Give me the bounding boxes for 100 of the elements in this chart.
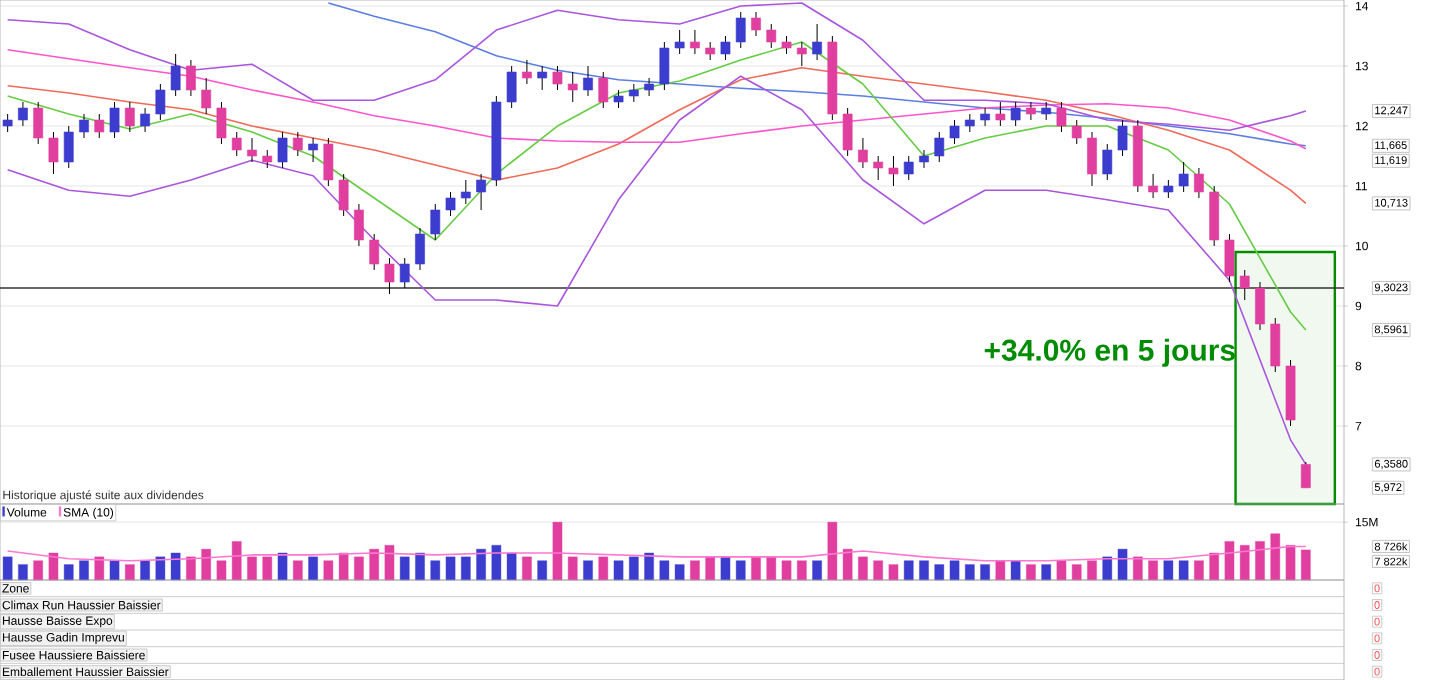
candlestick [766, 23, 777, 49]
candlestick [399, 257, 410, 289]
candlestick [522, 59, 532, 85]
bar [629, 556, 639, 581]
candlestick [1056, 101, 1067, 133]
bar [461, 556, 471, 581]
bar [949, 560, 960, 581]
candlestick [1102, 143, 1113, 181]
bar [873, 560, 883, 581]
bar [1301, 549, 1311, 581]
candlestick [964, 113, 975, 133]
candlestick [277, 131, 288, 169]
bar [720, 556, 731, 581]
candlestick [231, 131, 242, 157]
bar [1148, 560, 1158, 581]
candlestick [369, 233, 380, 271]
candlestick [1041, 101, 1052, 121]
bar [48, 552, 59, 581]
candlestick [186, 59, 196, 97]
candlestick [552, 65, 563, 91]
bar [33, 560, 43, 581]
candlestick [735, 11, 746, 49]
candlestick [1255, 281, 1265, 331]
bar [903, 560, 914, 581]
candlestick [1194, 167, 1204, 199]
candlestick [934, 131, 945, 163]
candlestick [415, 227, 425, 271]
candlestick [1239, 269, 1250, 301]
candlestick [644, 77, 654, 97]
bar [1087, 560, 1097, 581]
bar [293, 560, 303, 581]
candlestick [354, 203, 364, 247]
candlestick [1300, 461, 1311, 489]
bar [430, 560, 441, 581]
bar [690, 560, 700, 581]
candlestick [201, 77, 212, 115]
candlestick [323, 137, 334, 187]
candlestick [659, 41, 670, 91]
candlestick [583, 65, 593, 97]
bar [919, 560, 929, 581]
candlestick [94, 113, 105, 139]
bar [63, 564, 74, 581]
candlestick [567, 71, 578, 103]
candlestick [109, 101, 120, 139]
bar [766, 556, 777, 581]
bar [125, 564, 135, 581]
bar [934, 564, 945, 581]
bar [109, 560, 120, 581]
candlestick [1026, 101, 1036, 121]
bar [445, 556, 456, 581]
candlestick [1087, 131, 1097, 187]
bar [1117, 548, 1128, 581]
bar [995, 560, 1006, 581]
candlestick [873, 155, 884, 181]
bar [201, 548, 211, 581]
candlestick [216, 101, 227, 145]
line-series [6, 75, 1307, 466]
bar [827, 521, 838, 581]
bar [231, 541, 242, 581]
candlestick [1071, 119, 1082, 145]
candlestick [995, 101, 1006, 127]
bar [354, 556, 364, 581]
bar [1239, 545, 1250, 581]
candlestick [812, 23, 822, 61]
bar [308, 556, 318, 581]
bar [858, 556, 868, 581]
bar [369, 548, 379, 581]
candlestick [888, 155, 899, 187]
candlestick [476, 173, 486, 211]
bar [888, 564, 899, 581]
candlestick [247, 137, 257, 163]
bar [79, 560, 89, 581]
bar [1224, 541, 1235, 581]
candlestick [949, 119, 960, 145]
bar [262, 556, 273, 581]
candlestick [1178, 161, 1189, 193]
bar [384, 545, 395, 581]
bar [399, 556, 410, 581]
candlestick [170, 53, 181, 97]
candlestick [751, 11, 761, 37]
bar [491, 545, 502, 581]
candlestick [308, 137, 318, 163]
bar [476, 548, 486, 581]
candlestick [1010, 101, 1021, 127]
bar [415, 552, 425, 581]
line-series [6, 2, 1307, 132]
bar [842, 548, 853, 581]
candlestick [430, 203, 441, 241]
candlestick [980, 107, 990, 127]
bar [537, 560, 547, 581]
bar [980, 564, 990, 581]
bar [659, 560, 670, 581]
bar [140, 560, 150, 581]
candlestick [338, 173, 349, 217]
bar [797, 560, 807, 581]
bar [674, 564, 685, 581]
candlestick [919, 149, 929, 169]
candlestick [33, 101, 44, 145]
bar [1255, 541, 1265, 581]
candlestick [2, 113, 13, 133]
